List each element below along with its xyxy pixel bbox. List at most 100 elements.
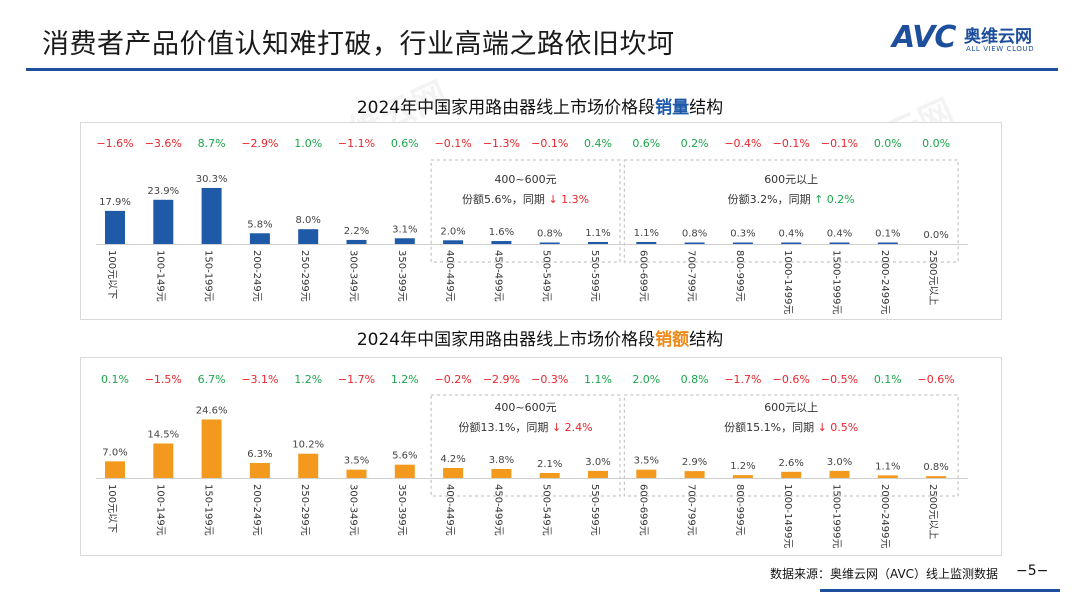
- chart-volume-title: 2024年中国家用路由器线上市场价格段销量结构: [80, 93, 1000, 118]
- value-group-share: 份额13.1%，同期 ↓ 2.4%: [458, 421, 592, 434]
- value-bar: [201, 419, 222, 478]
- volume-value-label: 0.4%: [827, 229, 852, 240]
- value-bar: [394, 464, 415, 478]
- value-group-share: 份额15.1%，同期 ↓ 0.5%: [724, 421, 858, 434]
- volume-group-box: [430, 159, 621, 263]
- value-category-label: 800-999元: [734, 484, 745, 536]
- volume-change-label: 0.6%: [632, 137, 660, 150]
- volume-value-label: 3.1%: [392, 224, 417, 235]
- value-change-label: 0.1%: [874, 373, 902, 386]
- volume-change-label: −0.1%: [435, 137, 472, 150]
- value-value-label: 3.5%: [344, 456, 369, 467]
- value-value-label: 0.8%: [923, 462, 948, 473]
- value-category-label: 100-149元: [154, 484, 165, 536]
- volume-category-label: 2000-2499元: [879, 250, 890, 315]
- chart-value-panel: [80, 357, 1002, 556]
- volume-category-label: 500-549元: [541, 250, 552, 302]
- volume-bar: [539, 242, 560, 244]
- volume-category-label: 700-799元: [686, 250, 697, 302]
- value-group-delta: ↓ 0.5%: [818, 421, 859, 434]
- volume-category-label: 800-999元: [734, 250, 745, 302]
- value-change-label: −0.3%: [531, 373, 568, 386]
- logo-cn: 奥维云网: [964, 27, 1032, 47]
- volume-value-label: 0.3%: [730, 229, 755, 240]
- volume-category-label: 1500-1999元: [831, 250, 842, 315]
- value-bar: [153, 443, 174, 478]
- value-change-label: 6.7%: [198, 373, 226, 386]
- volume-change-label: −0.1%: [531, 137, 568, 150]
- volume-group-share: 份额5.6%，同期 ↓ 1.3%: [462, 193, 589, 206]
- volume-category-label: 100-149元: [154, 250, 165, 302]
- value-value-label: 1.2%: [730, 461, 755, 472]
- volume-value-label: 1.6%: [489, 227, 514, 238]
- value-category-label: 2000-2499元: [879, 484, 890, 549]
- logo-mark: AVC: [892, 20, 956, 55]
- value-value-label: 7.0%: [102, 447, 127, 458]
- value-category-label: 1500-1999元: [831, 484, 842, 549]
- chart-volume-title-prefix: 2024年中国家用路由器线上市场价格段: [356, 98, 656, 118]
- value-category-label: 300-349元: [348, 484, 359, 536]
- value-category-label: 150-199元: [203, 484, 214, 536]
- volume-value-label: 30.3%: [196, 174, 228, 185]
- value-value-label: 2.1%: [537, 459, 562, 470]
- value-value-label: 10.2%: [292, 440, 324, 451]
- volume-change-label: 0.0%: [922, 137, 950, 150]
- volume-value-label: 8.0%: [295, 215, 320, 226]
- volume-change-label: 0.4%: [584, 137, 612, 150]
- volume-change-label: −0.1%: [821, 137, 858, 150]
- volume-category-label: 450-499元: [492, 250, 503, 302]
- value-bar: [105, 461, 125, 478]
- value-group-share-text: 份额15.1%，同期: [724, 421, 817, 434]
- value-change-label: −0.6%: [773, 373, 810, 386]
- value-category-label: 500-549元: [541, 484, 552, 536]
- value-value-label: 3.8%: [489, 455, 514, 466]
- volume-change-label: −1.6%: [96, 137, 133, 150]
- volume-bar: [346, 239, 367, 244]
- value-category-label: 2500元以上: [927, 484, 939, 539]
- value-change-label: −0.6%: [918, 373, 955, 386]
- volume-category-label: 600-699元: [637, 250, 648, 302]
- volume-value-label: 0.8%: [682, 229, 707, 240]
- volume-change-label: −0.4%: [724, 137, 761, 150]
- volume-value-label: 0.1%: [875, 229, 900, 240]
- value-category-label: 450-499元: [492, 484, 503, 536]
- value-group-label: 400~600元: [494, 401, 556, 414]
- volume-group-share-text: 份额3.2%，同期: [728, 193, 814, 206]
- volume-change-label: 8.7%: [198, 137, 226, 150]
- value-bar: [588, 470, 608, 478]
- value-category-label: 400-449元: [444, 484, 455, 536]
- volume-bar: [732, 242, 753, 244]
- value-change-label: 1.2%: [391, 373, 419, 386]
- value-bar: [926, 476, 947, 478]
- volume-category-label: 200-249元: [251, 250, 262, 302]
- volume-category-label: 400-449元: [444, 250, 455, 302]
- value-value-label: 3.5%: [634, 456, 659, 467]
- value-change-label: −1.7%: [338, 373, 375, 386]
- volume-change-label: −1.3%: [483, 137, 520, 150]
- volume-category-label: 150-199元: [203, 250, 214, 302]
- volume-value-label: 0.8%: [537, 229, 562, 240]
- volume-bar: [105, 210, 125, 244]
- value-value-label: 2.9%: [682, 457, 707, 468]
- value-change-label: −0.5%: [821, 373, 858, 386]
- volume-value-label: 17.9%: [99, 197, 131, 208]
- value-group-label: 600元以上: [764, 401, 818, 414]
- value-group-share-text: 份额13.1%，同期: [458, 421, 551, 434]
- volume-bar: [249, 233, 270, 244]
- logo-en: ALL VIEW CLOUD: [966, 45, 1035, 53]
- volume-category-label: 250-299元: [299, 250, 310, 302]
- volume-bar: [394, 238, 415, 244]
- value-value-label: 6.3%: [247, 449, 272, 460]
- volume-category-label: 350-399元: [396, 250, 407, 302]
- volume-bar: [153, 199, 174, 244]
- volume-bar: [201, 187, 222, 244]
- volume-bar: [829, 242, 850, 244]
- value-bar: [491, 468, 512, 478]
- volume-category-label: 550-599元: [589, 250, 600, 302]
- value-value-label: 3.0%: [827, 457, 852, 468]
- volume-value-label: 0.4%: [778, 229, 803, 240]
- value-category-label: 250-299元: [299, 484, 310, 536]
- value-change-label: 0.1%: [101, 373, 129, 386]
- value-change-label: 1.2%: [294, 373, 322, 386]
